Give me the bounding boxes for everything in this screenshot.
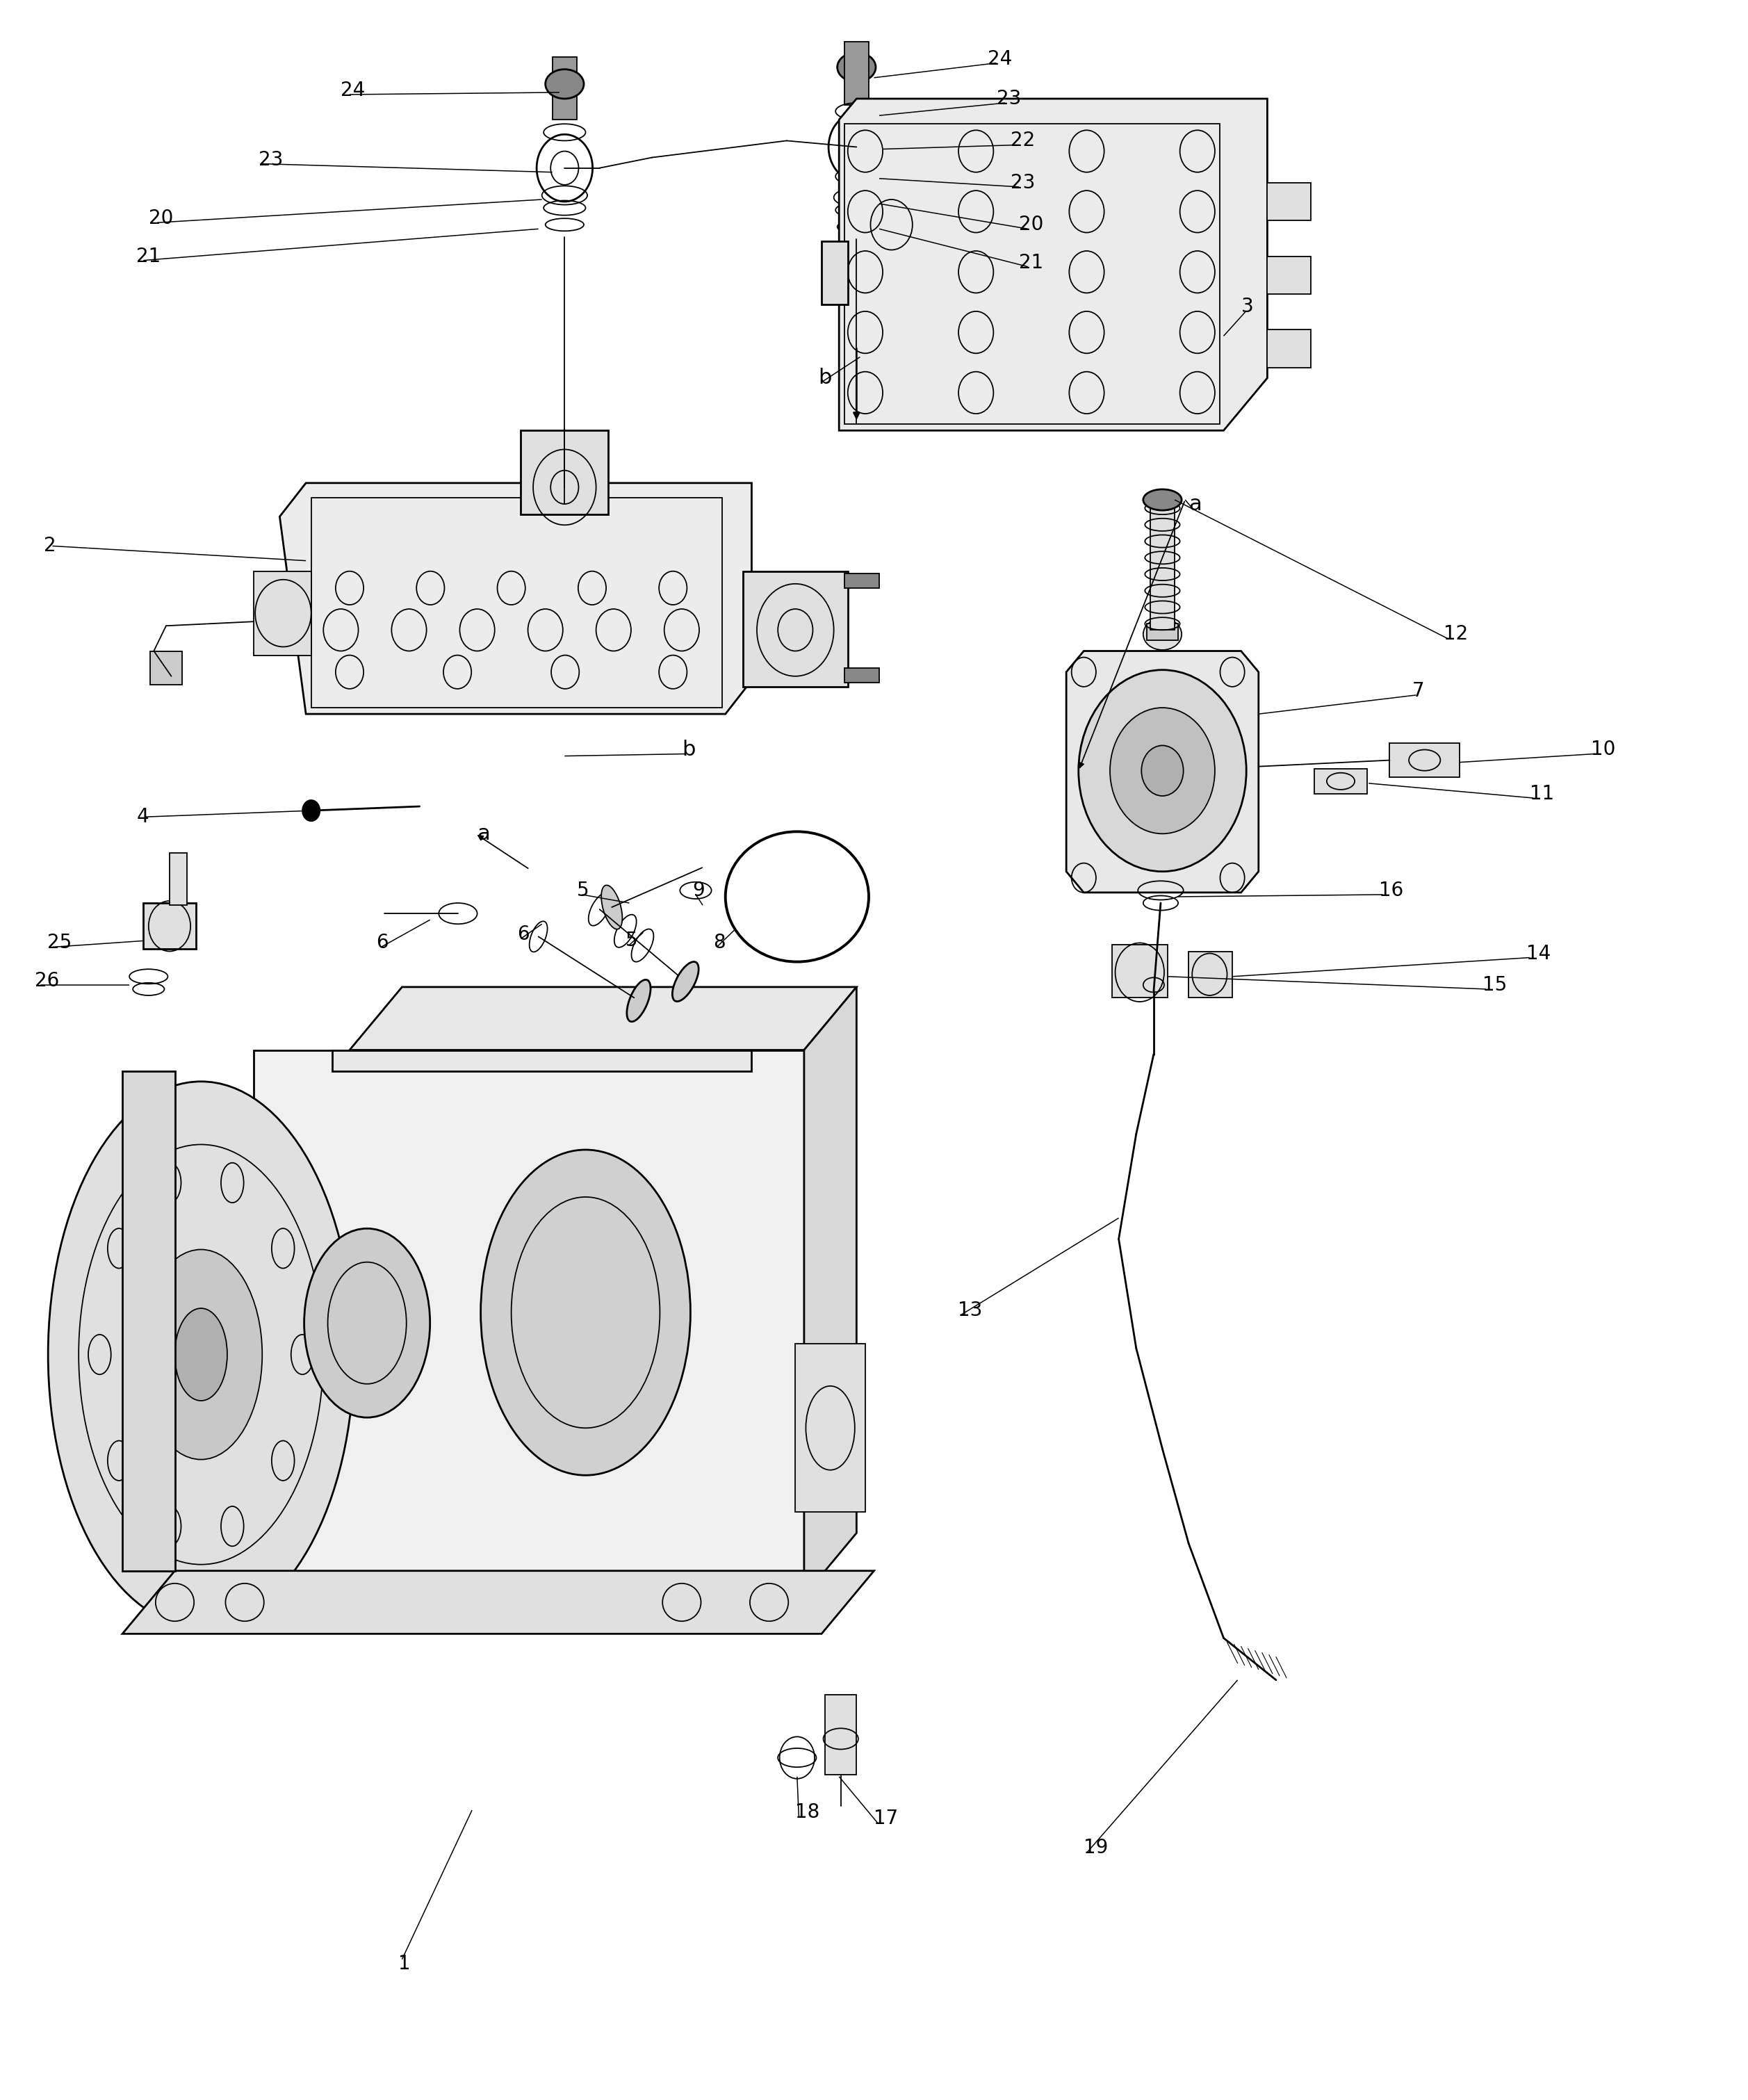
Bar <box>143 903 196 949</box>
Bar <box>743 571 848 687</box>
Text: 10: 10 <box>1591 739 1615 760</box>
Text: 3: 3 <box>1241 296 1253 317</box>
Ellipse shape <box>140 1250 262 1460</box>
Bar <box>311 498 722 708</box>
Text: 7: 7 <box>1412 680 1425 701</box>
Text: 17: 17 <box>874 1808 898 1829</box>
Text: 13: 13 <box>958 1300 982 1321</box>
Text: 5: 5 <box>577 880 589 901</box>
Bar <box>1267 330 1311 368</box>
Bar <box>844 668 879 683</box>
Polygon shape <box>122 1571 874 1634</box>
Bar <box>844 42 869 105</box>
Circle shape <box>1110 708 1215 834</box>
Polygon shape <box>1066 651 1259 892</box>
Text: 8: 8 <box>713 932 725 953</box>
Polygon shape <box>839 99 1267 430</box>
Text: 15: 15 <box>1482 974 1507 995</box>
Text: 9: 9 <box>692 880 704 901</box>
Bar <box>795 1344 865 1512</box>
Polygon shape <box>350 987 857 1050</box>
Bar <box>1267 183 1311 220</box>
Ellipse shape <box>175 1308 227 1401</box>
Text: 26: 26 <box>35 970 59 991</box>
Text: 11: 11 <box>1529 783 1554 804</box>
Text: a: a <box>477 823 489 844</box>
Bar <box>1189 951 1232 998</box>
Text: 2: 2 <box>44 536 56 557</box>
Bar <box>1147 624 1178 640</box>
Text: 6: 6 <box>376 932 388 953</box>
Text: 23: 23 <box>1010 172 1035 193</box>
Text: 23: 23 <box>996 88 1021 109</box>
Ellipse shape <box>1143 489 1182 510</box>
Text: 23: 23 <box>259 149 283 170</box>
Text: 20: 20 <box>149 208 173 229</box>
Polygon shape <box>253 1050 804 1596</box>
Circle shape <box>1079 670 1246 872</box>
Ellipse shape <box>1143 620 1182 651</box>
Bar <box>825 1695 857 1774</box>
Text: 12: 12 <box>1444 624 1468 645</box>
Text: a: a <box>1189 494 1201 514</box>
Bar <box>844 124 1220 424</box>
Ellipse shape <box>481 1151 690 1474</box>
Bar <box>1112 945 1168 998</box>
Bar <box>1390 743 1460 777</box>
Bar <box>253 571 311 655</box>
Text: 19: 19 <box>1084 1838 1108 1858</box>
Bar <box>170 853 187 905</box>
Bar <box>521 430 608 514</box>
Text: 6: 6 <box>517 924 530 945</box>
Text: 4: 4 <box>136 806 149 827</box>
Text: b: b <box>682 739 696 760</box>
Bar <box>1150 494 1175 630</box>
Text: 16: 16 <box>1379 880 1404 901</box>
Polygon shape <box>804 987 857 1596</box>
Text: 5: 5 <box>626 930 638 951</box>
Ellipse shape <box>673 962 699 1002</box>
Bar <box>844 573 879 588</box>
Bar <box>552 57 577 120</box>
Text: 24: 24 <box>988 48 1012 69</box>
Bar <box>332 1050 752 1071</box>
Polygon shape <box>280 483 752 714</box>
Text: 18: 18 <box>795 1802 820 1823</box>
Text: 14: 14 <box>1526 943 1550 964</box>
Text: 25: 25 <box>47 932 72 953</box>
Text: 22: 22 <box>1010 130 1035 151</box>
Bar <box>1314 769 1367 794</box>
Text: b: b <box>818 368 832 388</box>
Ellipse shape <box>304 1228 430 1418</box>
Circle shape <box>1141 746 1183 796</box>
Bar <box>822 242 848 304</box>
Ellipse shape <box>837 53 876 82</box>
Ellipse shape <box>545 69 584 99</box>
Polygon shape <box>122 1071 175 1571</box>
Text: 24: 24 <box>341 80 365 101</box>
Ellipse shape <box>49 1082 353 1628</box>
Ellipse shape <box>628 981 650 1023</box>
Text: 21: 21 <box>136 246 161 267</box>
Bar <box>1267 256 1311 294</box>
Text: 21: 21 <box>1019 252 1044 273</box>
Text: 1: 1 <box>399 1953 411 1974</box>
Bar <box>150 651 182 685</box>
Circle shape <box>302 800 320 821</box>
Ellipse shape <box>601 886 622 928</box>
Text: 20: 20 <box>1019 214 1044 235</box>
